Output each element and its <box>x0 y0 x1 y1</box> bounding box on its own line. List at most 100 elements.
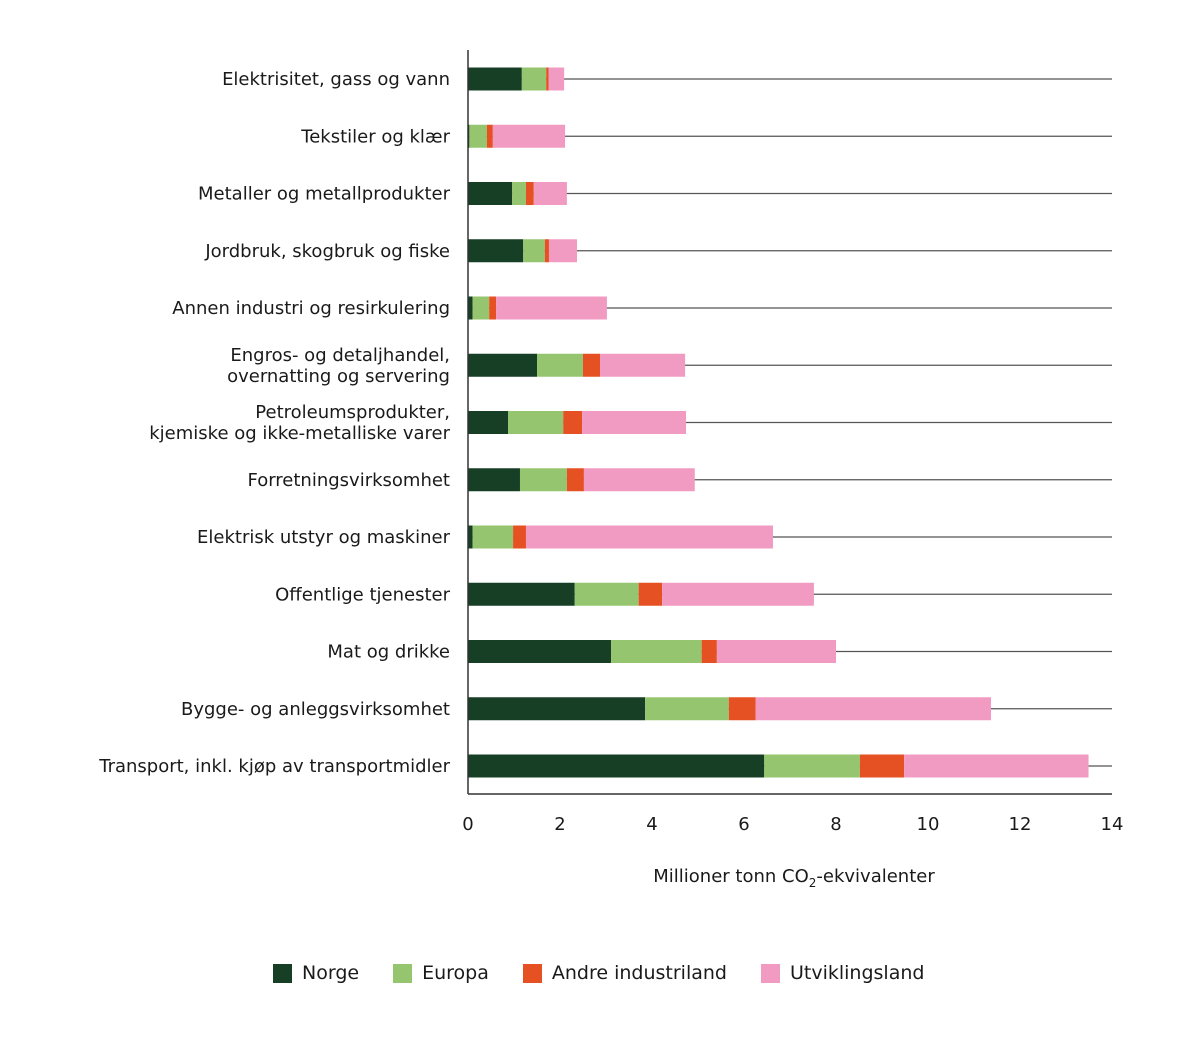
bar-segment-norge <box>468 468 520 492</box>
legend: Norge Europa Andre industriland Utviklin… <box>273 962 958 984</box>
bar-segment-norge <box>468 239 524 263</box>
bar-segment-utviklingsland <box>662 582 814 606</box>
bar-segment-andre-industriland <box>728 697 756 721</box>
legend-label-norge: Norge <box>302 962 360 984</box>
bar-segment-norge <box>468 754 765 778</box>
bar-segment-andre-industriland <box>489 296 497 320</box>
bar-segment-utviklingsland <box>525 525 773 549</box>
bar-segment-europa <box>512 182 526 205</box>
bar-segment-andre-industriland <box>701 640 717 663</box>
category-labels: Elektrisitet, gass og vann Tekstiler og k… <box>98 69 450 777</box>
category-label: Forretningsvirksomhet <box>247 470 450 491</box>
bar-segment-utviklingsland <box>496 296 607 320</box>
category-label-line: Annen industri og resirkulering <box>172 298 450 319</box>
category-label-line: Engros- og detaljhandel, <box>230 345 450 366</box>
category-label-line: Elektrisk utstyr og maskiner <box>197 527 451 548</box>
bar-segment-andre-industriland <box>638 582 663 606</box>
legend-label-utviklingsland: Utviklingsland <box>789 962 925 984</box>
x-tick-label: 6 <box>738 814 749 835</box>
category-label-line: Jordbruk, skogbruk og fiske <box>204 241 450 262</box>
bar-segment-europa <box>537 353 583 377</box>
x-tick-label: 12 <box>1009 814 1032 835</box>
x-axis-title: Millioner tonn CO2-ekvivalenter <box>653 866 935 890</box>
category-label-line: kjemiske og ikke-metalliske varer <box>149 423 450 444</box>
legend-label-andre-industriland: Andre industriland <box>551 962 727 984</box>
bar-segment-europa <box>472 296 490 320</box>
category-label-line: Elektrisitet, gass og vann <box>222 69 450 90</box>
bar-segment-andre-industriland <box>859 754 905 778</box>
bar-segment-andre-industriland <box>525 182 534 205</box>
bar-segment-norge <box>468 182 513 205</box>
bar-segment-europa <box>645 697 729 721</box>
bar-segment-andre-industriland <box>544 239 549 263</box>
category-label-line: Mat og drikke <box>327 642 450 663</box>
bar-segment-europa <box>472 525 514 549</box>
legend-swatch-europa <box>393 963 413 983</box>
bar-segment-andre-industriland <box>513 525 526 549</box>
bar-segment-norge <box>468 67 522 91</box>
bar-segment-andre-industriland <box>563 411 583 434</box>
bar-segment-utviklingsland <box>904 754 1089 778</box>
x-axis-title-main: Millioner tonn CO <box>653 866 809 887</box>
bar-segment-europa <box>521 67 547 91</box>
bar-segment-europa <box>469 124 487 148</box>
legend-item-norge: Norge <box>273 962 359 984</box>
bar-segment-utviklingsland <box>533 182 567 205</box>
legend-item-andre-industriland: Andre industriland <box>522 962 727 984</box>
bar-segment-europa <box>523 239 545 263</box>
x-axis-title-subscript: 2 <box>809 876 817 890</box>
bar-segment-europa <box>519 468 567 492</box>
category-label: Metaller og metallprodukter <box>198 184 451 205</box>
legend-item-utviklingsland: Utviklingsland <box>760 962 925 984</box>
category-label-line: Offentlige tjenester <box>275 584 450 605</box>
bar-segment-europa <box>764 754 860 778</box>
bar-segment-norge <box>468 411 509 434</box>
x-tick-label: 14 <box>1101 814 1124 835</box>
x-tick-labels: 0 2 4 6 8 10 12 14 <box>462 814 1123 835</box>
category-label: Engros- og detaljhandel, overnatting og s… <box>227 345 450 387</box>
category-label-line: Metaller og metallprodukter <box>198 184 451 205</box>
category-label-line: Forretningsvirksomhet <box>247 470 450 491</box>
category-label: Tekstiler og klær <box>300 126 450 147</box>
bar-segment-andre-industriland <box>486 124 493 148</box>
legend-swatch-norge <box>273 963 292 983</box>
x-tick-label: 4 <box>646 814 657 835</box>
bar-segment-norge <box>468 697 646 721</box>
bar-segment-andre-industriland <box>566 468 584 492</box>
bar-segment-utviklingsland <box>600 353 686 377</box>
bar-segment-andre-industriland <box>583 353 601 377</box>
bar-segment-utviklingsland <box>583 468 695 492</box>
bar-segment-utviklingsland <box>582 411 687 434</box>
bar-segment-andre-industriland <box>546 67 549 91</box>
bar-segment-europa <box>574 582 639 606</box>
bar-segment-norge <box>468 582 575 606</box>
x-axis-title-suffix: -ekvivalenter <box>816 866 935 887</box>
category-label: Bygge- og anleggsvirksomhet <box>181 699 450 720</box>
category-label: Elektrisk utstyr og maskiner <box>197 527 451 548</box>
category-label: Offentlige tjenester <box>275 584 450 605</box>
category-label: Jordbruk, skogbruk og fiske <box>204 241 450 262</box>
bar-segment-utviklingsland <box>492 124 566 148</box>
category-label-line: Transport, inkl. kjøp av transportmidler <box>98 756 450 777</box>
bar-segment-utviklingsland <box>548 67 565 91</box>
category-label: Annen industri og resirkulering <box>172 298 450 319</box>
category-label-line: Petroleumsprodukter, <box>255 402 450 423</box>
bar-segment-europa <box>508 411 564 434</box>
x-tick-label: 10 <box>917 814 940 835</box>
category-label-line: overnatting og servering <box>227 366 450 387</box>
x-tick-label: 0 <box>462 814 473 835</box>
bar-segment-norge <box>468 525 473 549</box>
bar-segment-norge <box>468 353 537 377</box>
x-tick-label: 8 <box>830 814 841 835</box>
legend-swatch-andre-industriland <box>522 963 542 983</box>
bar-segment-norge <box>468 640 612 663</box>
bar-segment-utviklingsland <box>755 697 992 721</box>
x-tick-label: 2 <box>554 814 565 835</box>
category-label-line: Tekstiler og klær <box>300 126 450 147</box>
category-label-line: Bygge- og anleggsvirksomhet <box>181 699 450 720</box>
legend-item-europa: Europa <box>393 962 489 984</box>
category-label: Transport, inkl. kjøp av transportmidler <box>98 756 450 777</box>
legend-label-europa: Europa <box>422 962 489 984</box>
bar-segment-norge <box>468 296 473 320</box>
